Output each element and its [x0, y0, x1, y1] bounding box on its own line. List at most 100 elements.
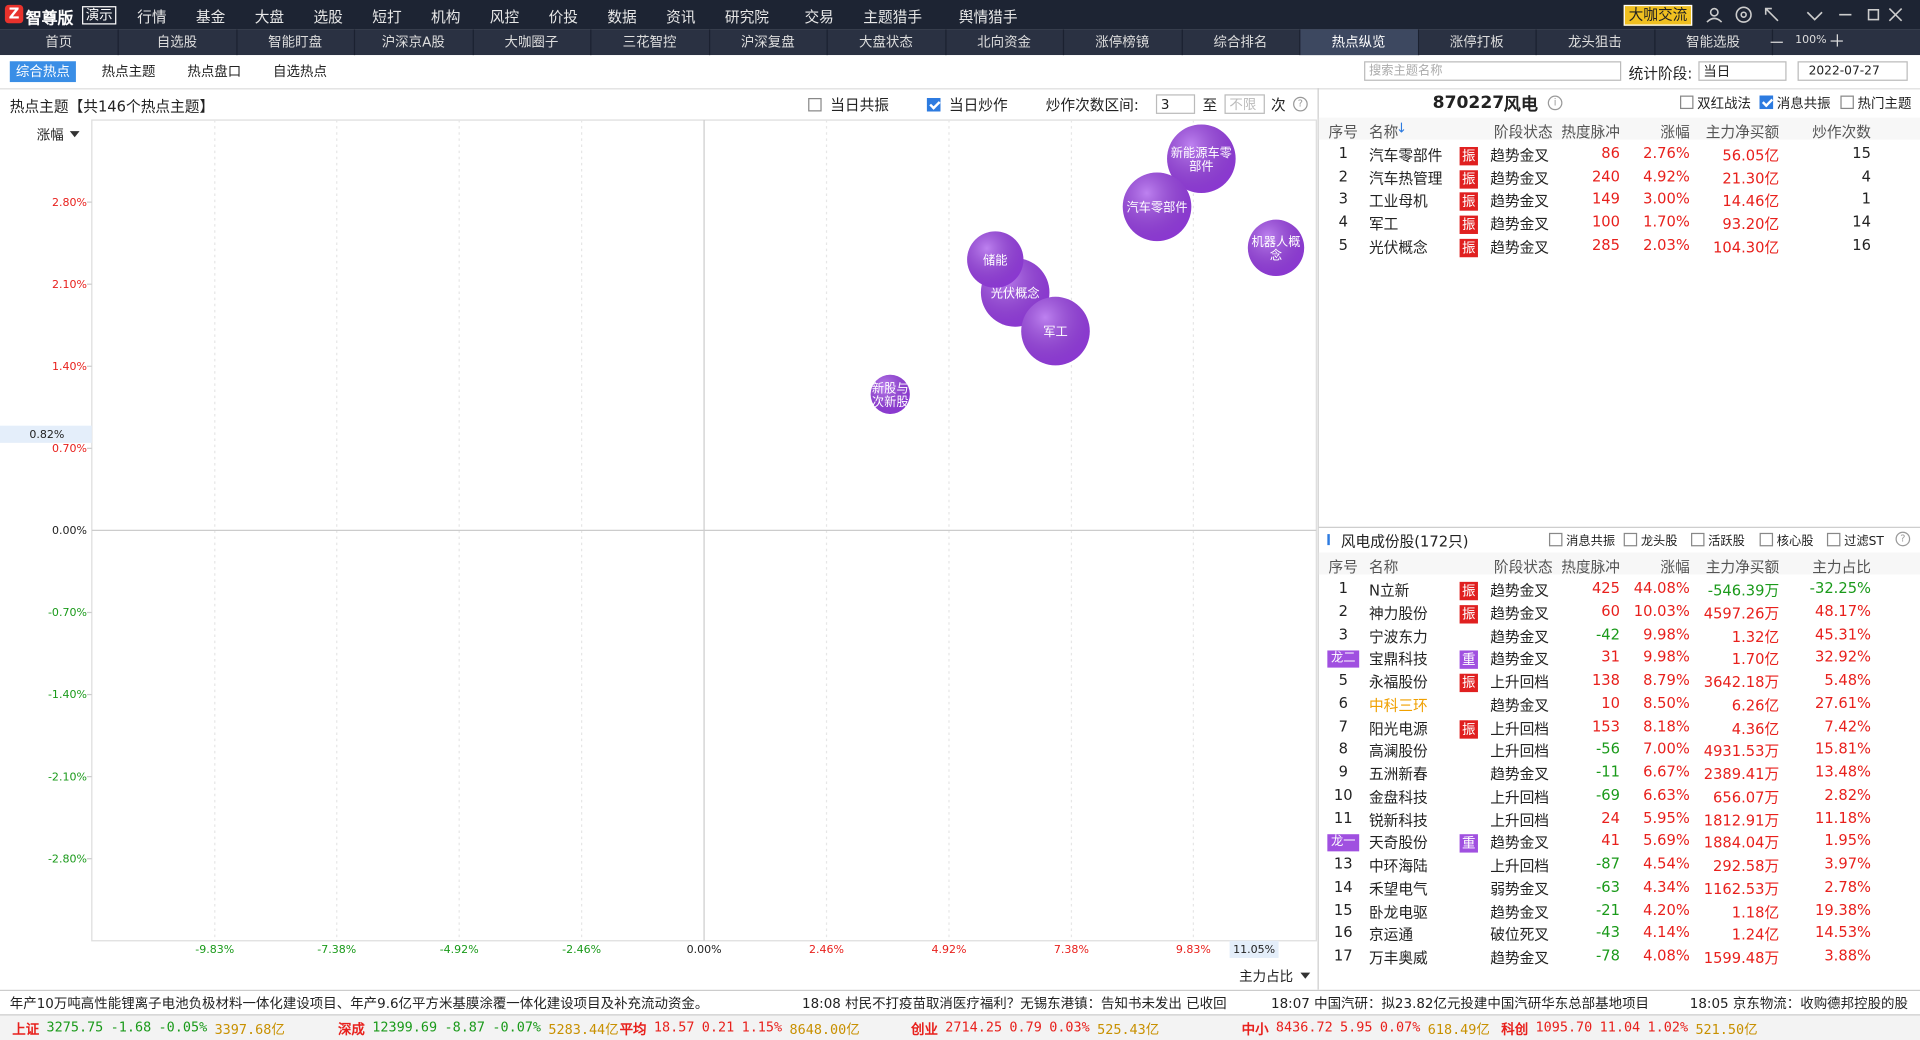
- column-header[interactable]: 名称: [1368, 123, 1399, 141]
- tab[interactable]: 智能盯盘: [236, 29, 356, 56]
- tab[interactable]: 涨停打板: [1418, 29, 1537, 56]
- row-name[interactable]: 宁波东力: [1368, 627, 1428, 645]
- row-name[interactable]: 汽车热管理: [1368, 169, 1443, 188]
- column-header[interactable]: 涨幅: [1660, 123, 1690, 141]
- row-net: 1.32亿: [1731, 627, 1780, 645]
- chat-button[interactable]: 大咖交流: [1623, 4, 1693, 26]
- index-amount: 618.49亿: [1427, 1021, 1490, 1038]
- row-name[interactable]: 天奇股份: [1368, 834, 1428, 852]
- column-header[interactable]: 主力占比: [1812, 558, 1872, 576]
- tab[interactable]: 涨停榜镜: [1063, 29, 1183, 56]
- menu-item[interactable]: 研究院: [724, 8, 769, 26]
- news-item[interactable]: 18:07 中国汽研：拟23.82亿元投建中国汽研华东总部基地项目: [1271, 995, 1650, 1012]
- column-header[interactable]: 热度脉冲: [1561, 558, 1621, 576]
- index-item[interactable]: 上证 3275.75 -1.68 -0.05% 3397.68亿: [12, 1019, 285, 1039]
- row-name[interactable]: 禾望电气: [1368, 880, 1428, 898]
- menu-item[interactable]: 资讯: [666, 8, 696, 26]
- checkbox[interactable]: [1623, 532, 1638, 547]
- date-box[interactable]: 2022-07-27: [1797, 61, 1908, 81]
- index-item[interactable]: 创业 2714.25 0.79 0.03% 525.43亿: [911, 1019, 1159, 1039]
- menu-item[interactable]: 交易: [804, 8, 834, 26]
- tab[interactable]: 北向资金: [945, 29, 1065, 56]
- menu-item[interactable]: 选股: [313, 8, 343, 26]
- news-item[interactable]: 年产10万吨高性能锂离子电池负极材料一体化建设项目、年产9.6亿平方米基膜涂覆一…: [9, 995, 709, 1012]
- row-name[interactable]: 中科三环: [1368, 696, 1428, 714]
- index-item[interactable]: 深成 12399.69 -8.87 -0.07% 5283.44亿: [338, 1019, 619, 1039]
- menu-item[interactable]: 机构: [431, 8, 461, 26]
- index-item[interactable]: 科创 1095.70 11.04 1.02% 521.50亿: [1501, 1019, 1757, 1039]
- sub-tab[interactable]: 综合热点: [9, 61, 76, 83]
- tab[interactable]: 沪深复盘: [709, 29, 828, 56]
- row-name[interactable]: 万丰奥威: [1368, 949, 1428, 967]
- column-header[interactable]: 炒作次数: [1812, 123, 1872, 141]
- checkbox[interactable]: [1826, 532, 1841, 547]
- checkbox[interactable]: [1680, 95, 1694, 110]
- checkbox[interactable]: [1548, 532, 1563, 547]
- index-item[interactable]: 中小 8436.72 5.95 0.07% 618.49亿: [1242, 1019, 1490, 1039]
- row-name[interactable]: 工业母机: [1368, 192, 1428, 210]
- tab[interactable]: 首页: [0, 29, 119, 56]
- row-name[interactable]: 宝鼎科技: [1368, 650, 1428, 668]
- row-name[interactable]: 锐新科技: [1368, 811, 1428, 829]
- column-header[interactable]: 主力净买额: [1705, 123, 1780, 141]
- news-item[interactable]: 18:05 京东物流：收购德邦控股的股: [1689, 995, 1909, 1012]
- menu-item[interactable]: 行情: [137, 8, 167, 26]
- column-header[interactable]: 涨幅: [1660, 558, 1690, 576]
- column-header[interactable]: 阶段状态: [1493, 558, 1553, 576]
- index-item[interactable]: 平均 18.57 0.21 1.15% 8648.00亿: [620, 1019, 860, 1039]
- search-box[interactable]: 搜索主题名称: [1364, 61, 1622, 81]
- range-to[interactable]: 不限: [1224, 94, 1265, 114]
- menu-item[interactable]: 风控: [489, 8, 520, 26]
- row-name[interactable]: 神力股份: [1368, 604, 1428, 622]
- row-name[interactable]: 军工: [1368, 215, 1399, 233]
- checkbox[interactable]: [1840, 95, 1854, 110]
- tab[interactable]: 龙头狙击: [1536, 29, 1655, 56]
- tab[interactable]: 自选股: [118, 29, 237, 56]
- column-header[interactable]: 序号: [1328, 123, 1358, 141]
- sub-tab[interactable]: 热点主题: [101, 63, 156, 80]
- column-header[interactable]: 热度脉冲: [1561, 123, 1621, 141]
- tab[interactable]: 沪深京A股: [354, 29, 474, 56]
- checkbox[interactable]: [808, 97, 822, 112]
- menu-item[interactable]: 基金: [195, 8, 226, 26]
- row-name[interactable]: 光伏概念: [1368, 238, 1428, 256]
- row-name[interactable]: 卧龙电驱: [1368, 903, 1428, 921]
- row-name[interactable]: 高澜股份: [1368, 742, 1428, 760]
- menu-item[interactable]: 大盘: [254, 8, 285, 26]
- row-name[interactable]: 中环海陆: [1368, 857, 1428, 875]
- checkbox[interactable]: [1759, 532, 1774, 547]
- menu-item[interactable]: 短打: [372, 8, 402, 26]
- menu-item[interactable]: 舆情猎手: [958, 8, 1018, 26]
- tab[interactable]: 热点纵览: [1299, 29, 1419, 56]
- logo: 智尊版: [25, 9, 74, 29]
- bubble-shine: [1122, 172, 1192, 242]
- row-name[interactable]: 金盘科技: [1368, 788, 1428, 806]
- checkbox[interactable]: [1691, 532, 1705, 547]
- row-net: 1.24亿: [1731, 926, 1780, 944]
- checkbox[interactable]: [1759, 95, 1774, 110]
- period-select[interactable]: 当日: [1698, 61, 1787, 81]
- row-name[interactable]: 永福股份: [1368, 673, 1428, 691]
- checkbox[interactable]: [926, 97, 941, 112]
- sub-tab[interactable]: 热点盘口: [187, 63, 242, 80]
- column-header[interactable]: 阶段状态: [1493, 123, 1553, 141]
- menu-item[interactable]: 主题猎手: [863, 8, 923, 26]
- column-header[interactable]: 主力净买额: [1705, 558, 1780, 576]
- menu-item[interactable]: 价投: [548, 8, 578, 26]
- row-name[interactable]: 汽车零部件: [1368, 146, 1443, 165]
- row-name[interactable]: N立新: [1368, 581, 1410, 600]
- range-from[interactable]: 3: [1155, 94, 1196, 114]
- menu-item[interactable]: 数据: [607, 8, 637, 26]
- column-header[interactable]: 序号: [1328, 558, 1358, 576]
- row-name[interactable]: 五洲新春: [1368, 765, 1428, 783]
- row-name[interactable]: 阳光电源: [1368, 719, 1428, 737]
- tab[interactable]: 综合排名: [1182, 29, 1301, 56]
- tab[interactable]: 智能选股: [1654, 29, 1774, 56]
- tab[interactable]: 三花智控: [591, 29, 710, 56]
- news-item[interactable]: 18:08 村民不打疫苗取消医疗福利？无锡东港镇：告知书未发出 已收回: [802, 995, 1227, 1012]
- tab[interactable]: 大咖圈子: [473, 29, 592, 56]
- column-header[interactable]: 名称: [1368, 558, 1399, 576]
- sub-tab[interactable]: 自选热点: [273, 63, 327, 80]
- row-name[interactable]: 京运通: [1368, 926, 1414, 944]
- tab[interactable]: 大盘状态: [827, 29, 946, 56]
